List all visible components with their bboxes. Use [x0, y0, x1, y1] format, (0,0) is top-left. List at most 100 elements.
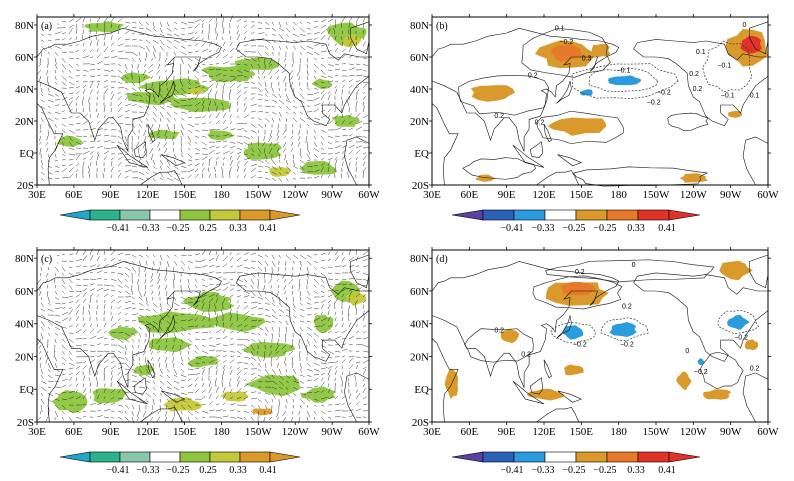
- wind-vector: [320, 372, 326, 376]
- wind-vector: [143, 135, 147, 143]
- wind-vector: [313, 377, 319, 382]
- wind-vector: [313, 165, 318, 167]
- wind-vector: [89, 359, 96, 364]
- wind-vector: [68, 362, 75, 366]
- wind-vector: [117, 24, 120, 29]
- wind-vector: [152, 165, 157, 170]
- shaded-region: [728, 110, 743, 118]
- wind-vector: [276, 410, 280, 418]
- contour-label: 0.1: [696, 49, 706, 56]
- wind-vector: [327, 84, 333, 89]
- wind-vector: [54, 31, 62, 35]
- wind-vector: [68, 147, 75, 150]
- wind-vector: [243, 356, 251, 359]
- wind-vector: [215, 106, 218, 113]
- shaded-region: [187, 87, 206, 95]
- wind-vector: [61, 272, 65, 276]
- coastline: [147, 124, 156, 143]
- wind-vector: [243, 290, 250, 295]
- wind-vector: [61, 311, 69, 316]
- wind-vector: [117, 252, 123, 256]
- wind-vector: [54, 177, 60, 179]
- wind-vector: [180, 266, 185, 272]
- wind-vector: [187, 153, 193, 158]
- contour-line: [600, 317, 649, 341]
- wind-vector: [61, 284, 66, 290]
- wind-vector: [243, 311, 250, 316]
- colorbar-left-arrow: [59, 209, 91, 221]
- wind-vector: [341, 119, 345, 125]
- wind-vector: [117, 362, 125, 365]
- wind-vector: [220, 309, 224, 316]
- wind-vector: [75, 28, 78, 35]
- wind-vector: [355, 100, 358, 107]
- wind-vector: [313, 31, 320, 35]
- wind-vector: [166, 374, 171, 379]
- wind-vector: [236, 30, 239, 35]
- wind-vector: [131, 63, 133, 68]
- wind-vector: [180, 39, 187, 42]
- wind-vector: [334, 63, 339, 66]
- wind-vector: [144, 284, 147, 290]
- wind-vector: [172, 141, 175, 146]
- wind-vector: [313, 385, 319, 388]
- shaded-region: [590, 43, 611, 58]
- wind-vector: [110, 17, 115, 23]
- wind-vector: [278, 386, 283, 390]
- wind-vector: [158, 284, 161, 290]
- wind-vector: [138, 75, 140, 83]
- wind-vector: [166, 368, 170, 373]
- wind-vector: [222, 36, 224, 41]
- wind-vector: [88, 165, 91, 173]
- wind-vector: [362, 69, 367, 72]
- wind-vector: [138, 51, 141, 56]
- wind-vector: [194, 102, 201, 107]
- wind-vector: [166, 105, 173, 109]
- wind-vector: [159, 21, 163, 27]
- wind-vector: [278, 392, 283, 398]
- wind-vector: [103, 416, 110, 418]
- wind-vector: [145, 21, 150, 26]
- wind-vector: [124, 356, 129, 362]
- wind-vector: [236, 272, 243, 274]
- wind-vector: [298, 410, 301, 416]
- wind-vector: [348, 54, 354, 59]
- wind-vector: [320, 299, 326, 304]
- wind-vector: [164, 356, 168, 363]
- wind-vector: [313, 325, 321, 328]
- wind-vector: [215, 292, 219, 298]
- wind-vector: [271, 398, 273, 403]
- wind-vector: [215, 33, 219, 41]
- shaded-region: [564, 364, 584, 376]
- wind-vector: [131, 307, 137, 310]
- contour-label: −0.2: [734, 334, 748, 341]
- panel-label-bg: [434, 252, 452, 264]
- wind-vector: [82, 365, 87, 370]
- wind-vector: [68, 123, 74, 126]
- wind-vector: [187, 302, 193, 304]
- wind-vector: [250, 362, 254, 366]
- contour-line: [717, 309, 760, 335]
- wind-vector: [61, 317, 68, 322]
- wind-vector: [306, 398, 311, 402]
- wind-vector: [40, 123, 42, 130]
- wind-vector: [40, 386, 47, 392]
- wind-vector: [362, 83, 368, 89]
- wind-vector: [313, 117, 321, 121]
- wind-vector: [257, 117, 262, 121]
- wind-vector: [306, 302, 311, 305]
- wind-vector: [355, 250, 358, 256]
- wind-vector: [82, 284, 88, 287]
- wind-vector: [46, 69, 49, 75]
- colorbar-label: 0.41: [658, 223, 676, 234]
- contour-line: [462, 157, 537, 180]
- wind-vector: [75, 80, 79, 83]
- wind-vector: [61, 167, 68, 173]
- wind-vector: [341, 79, 346, 83]
- wind-vector: [201, 331, 209, 334]
- wind-vector: [236, 284, 244, 287]
- wind-vector: [355, 401, 360, 406]
- wind-vector: [229, 77, 236, 83]
- wind-vector: [313, 284, 317, 288]
- contour-label: 0.2: [750, 365, 760, 372]
